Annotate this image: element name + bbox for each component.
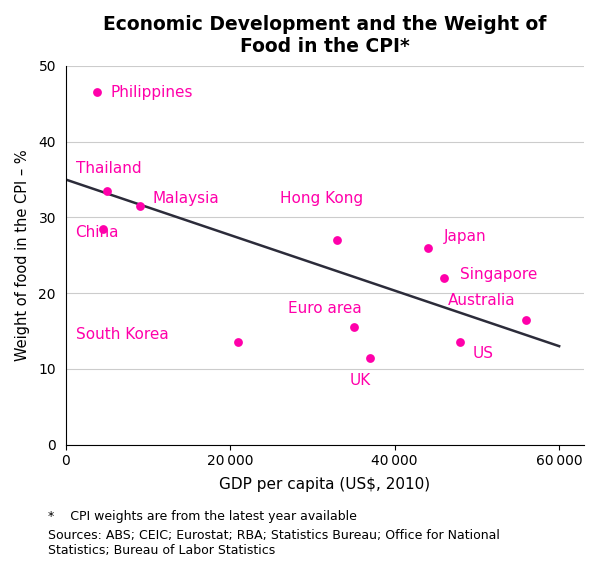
Text: Malaysia: Malaysia [152,191,219,206]
Text: Australia: Australia [448,293,516,308]
Point [102,186,112,195]
Point [349,323,358,332]
X-axis label: GDP per capita (US$, 2010): GDP per capita (US$, 2010) [219,477,430,491]
Text: Sources: ABS; CEIC; Eurostat; RBA; Statistics Bureau; Office for National
Statis: Sources: ABS; CEIC; Eurostat; RBA; Stati… [48,529,500,557]
Point [92,88,102,97]
Point [423,243,433,252]
Text: Philippines: Philippines [111,85,193,100]
Point [455,338,465,347]
Y-axis label: Weight of food in the CPI – %: Weight of food in the CPI – % [15,149,30,361]
Text: South Korea: South Korea [76,327,169,342]
Title: Economic Development and the Weight of
Food in the CPI*: Economic Development and the Weight of F… [103,15,547,56]
Text: US: US [473,346,494,361]
Point [521,315,531,324]
Text: Thailand: Thailand [76,160,141,176]
Point [233,338,243,347]
Point [98,224,107,233]
Text: UK: UK [349,373,371,388]
Point [439,274,449,283]
Text: *    CPI weights are from the latest year available: * CPI weights are from the latest year a… [48,510,357,522]
Point [332,235,342,244]
Text: Hong Kong: Hong Kong [280,191,362,206]
Text: Euro area: Euro area [288,301,361,316]
Text: Singapore: Singapore [460,267,538,282]
Text: China: China [76,225,119,240]
Point [135,202,145,211]
Point [365,353,375,362]
Text: Japan: Japan [444,229,487,244]
